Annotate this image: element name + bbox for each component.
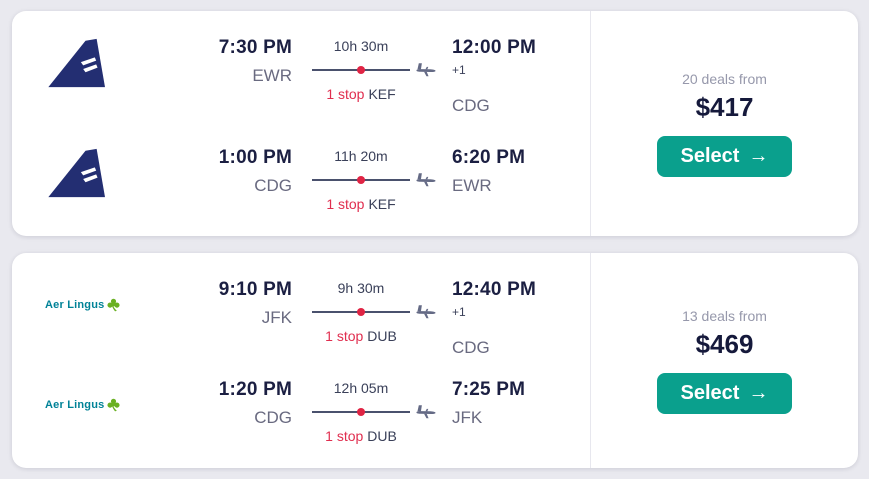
duration-info: 12h 05m 1 stop DUB <box>312 379 436 444</box>
duration-info: 9h 30m 1 stop DUB <box>312 279 436 344</box>
arrival-airport: CDG <box>452 338 490 357</box>
plane-icon <box>416 305 436 319</box>
stopover-airport: KEF <box>368 196 396 212</box>
itinerary-card-icelandair[interactable]: 7:30 PM EWR 10h 30m 1 stop KEF <box>12 11 858 236</box>
arrow-right-icon: → <box>748 381 769 404</box>
departure-airport: EWR <box>252 66 292 85</box>
stops-count: 1 stop <box>325 428 364 444</box>
price-label: $417 <box>695 91 754 122</box>
arrival-airport: JFK <box>452 408 483 427</box>
stops-count: 1 stop <box>325 328 364 344</box>
shamrock-icon <box>107 398 120 412</box>
stop-dot-icon <box>357 65 365 74</box>
arrival-time: 7:25 PM <box>452 379 526 400</box>
route-line <box>312 172 436 187</box>
route-line <box>312 62 436 77</box>
arrival-info: 7:25 PM JFK <box>452 379 525 428</box>
aerlingus-logo-text: Aer Lingus <box>45 399 105 411</box>
arrival-time: 12:00 PM <box>452 37 536 58</box>
arrival-time: 6:20 PM <box>452 147 526 168</box>
duration-label: 11h 20m <box>334 148 388 164</box>
stops-info: 1 stop KEF <box>312 86 410 102</box>
arrival-day-offset: +1 <box>452 305 466 319</box>
plane-icon <box>416 173 436 187</box>
arrival-info: 12:00 PM +1 CDG <box>452 37 536 116</box>
route-track <box>312 307 410 316</box>
route-line <box>312 304 436 319</box>
price-section: 20 deals from $417 Select → <box>590 11 858 236</box>
stopover-airport: DUB <box>367 328 397 344</box>
departure-time: 1:20 PM <box>218 379 292 400</box>
route-track <box>312 175 410 184</box>
deals-count-label: 20 deals from <box>682 70 767 87</box>
select-button[interactable]: Select → <box>656 135 793 177</box>
aerlingus-logo: Aer Lingus <box>45 298 120 312</box>
shamrock-icon <box>107 298 120 312</box>
stops-count: 1 stop <box>326 86 365 102</box>
outbound-leg: 7:30 PM EWR 10h 30m 1 stop KEF <box>45 37 590 116</box>
departure-info: 7:30 PM EWR <box>141 37 292 86</box>
itinerary-card-aerlingus[interactable]: Aer Lingus 9:10 PM JFK 9h 30m <box>12 253 858 468</box>
duration-label: 9h 30m <box>337 280 385 296</box>
arrival-info: 12:40 PM +1 CDG <box>452 279 536 358</box>
departure-info: 1:00 PM CDG <box>141 147 292 196</box>
stopover-airport: KEF <box>368 86 396 102</box>
airline-logo-cell: Aer Lingus <box>45 379 141 431</box>
arrival-airport: EWR <box>452 176 492 195</box>
departure-info: 1:20 PM CDG <box>141 379 292 428</box>
arrival-airport: CDG <box>452 96 490 115</box>
aerlingus-logo: Aer Lingus <box>45 398 120 412</box>
deals-count-label: 13 deals from <box>682 307 767 324</box>
select-button-label: Select <box>680 144 740 167</box>
duration-label: 10h 30m <box>333 38 389 54</box>
duration-label: 12h 05m <box>333 380 389 396</box>
departure-airport: CDG <box>254 408 292 427</box>
arrival-time: 12:40 PM <box>452 279 536 300</box>
route-line <box>312 404 436 419</box>
plane-icon <box>416 405 436 419</box>
price-label: $469 <box>695 328 754 359</box>
departure-time: 1:00 PM <box>218 147 292 168</box>
route-track <box>312 65 410 74</box>
arrival-day-offset: +1 <box>452 63 466 77</box>
departure-time: 7:30 PM <box>218 37 292 58</box>
departure-time: 9:10 PM <box>218 279 292 300</box>
arrow-right-icon: → <box>748 144 769 167</box>
stopover-airport: DUB <box>367 428 397 444</box>
airline-logo-cell <box>45 37 141 89</box>
departure-info: 9:10 PM JFK <box>141 279 292 328</box>
airline-logo-cell: Aer Lingus <box>45 279 141 331</box>
select-button[interactable]: Select → <box>656 372 793 414</box>
stop-dot-icon <box>357 175 365 184</box>
icelandair-logo-icon <box>48 38 105 88</box>
outbound-leg: Aer Lingus 9:10 PM JFK 9h 30m <box>45 279 590 358</box>
arrival-info: 6:20 PM EWR <box>452 147 525 196</box>
select-button-label: Select <box>680 381 740 404</box>
airline-logo-cell <box>45 147 141 199</box>
route-track <box>312 407 410 416</box>
aerlingus-logo-text: Aer Lingus <box>45 299 105 311</box>
stops-info: 1 stop DUB <box>312 328 410 344</box>
return-leg: 1:00 PM CDG 11h 20m 1 stop KEF <box>45 147 590 212</box>
stop-dot-icon <box>357 407 365 416</box>
stops-info: 1 stop KEF <box>312 196 410 212</box>
duration-info: 10h 30m 1 stop KEF <box>312 37 436 102</box>
plane-icon <box>416 63 436 77</box>
departure-airport: CDG <box>254 176 292 195</box>
flight-legs: Aer Lingus 9:10 PM JFK 9h 30m <box>12 253 590 468</box>
departure-airport: JFK <box>261 308 292 327</box>
duration-info: 11h 20m 1 stop KEF <box>312 147 436 212</box>
stop-dot-icon <box>357 307 365 316</box>
price-section: 13 deals from $469 Select → <box>590 253 858 468</box>
icelandair-logo-icon <box>48 148 105 198</box>
stops-info: 1 stop DUB <box>312 428 410 444</box>
return-leg: Aer Lingus 1:20 PM CDG 12h 05m <box>45 379 590 444</box>
flight-legs: 7:30 PM EWR 10h 30m 1 stop KEF <box>12 11 590 236</box>
stops-count: 1 stop <box>326 196 365 212</box>
